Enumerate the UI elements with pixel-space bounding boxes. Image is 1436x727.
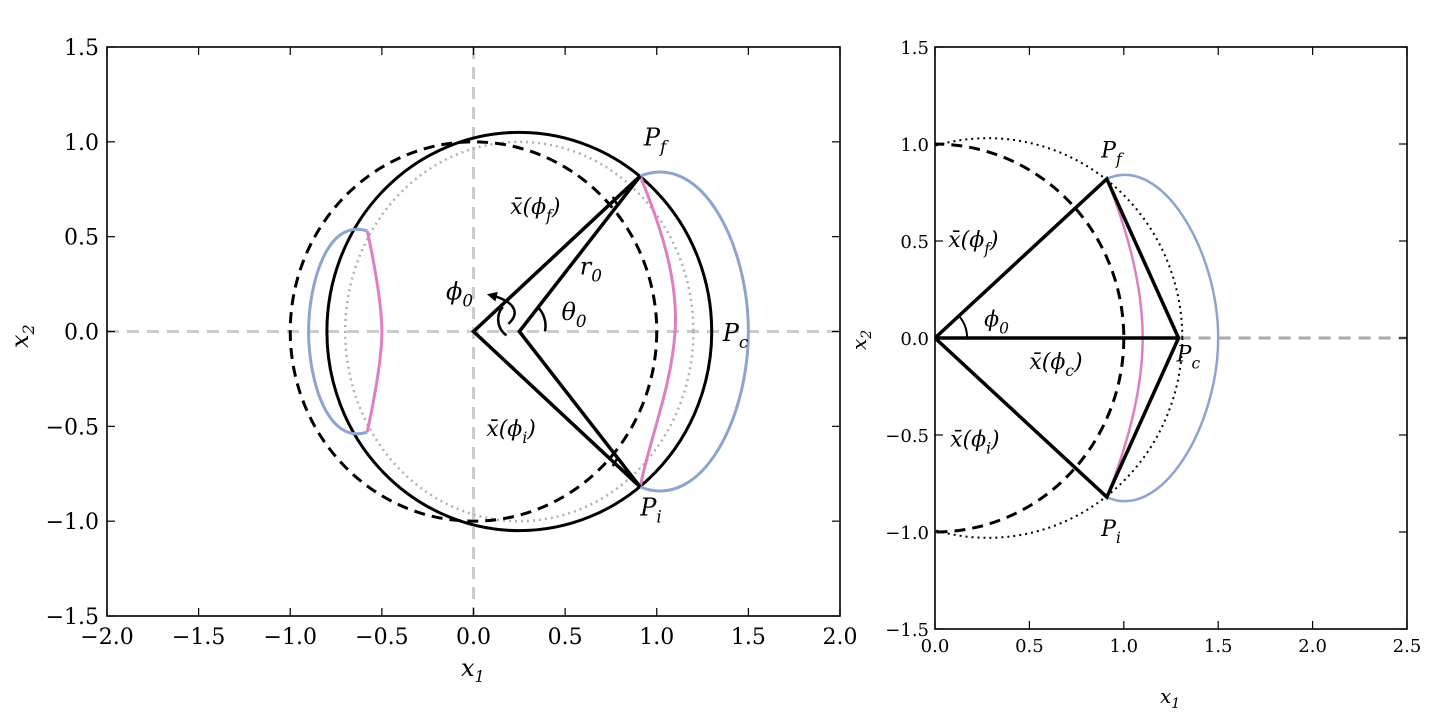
left-origin-chords xyxy=(470,174,642,489)
left-chord-mark-bottom xyxy=(611,456,620,467)
right-y-tick-label: −1.0 xyxy=(885,523,929,544)
right-y-axis-label: x2 xyxy=(847,330,875,350)
left-phi0-inner-arc xyxy=(496,306,508,337)
left-shifted-circle xyxy=(325,130,714,533)
right-y-tick-label: −1.5 xyxy=(885,620,929,641)
left-panel: −2.0 −1.5 −1.0 −0.5 0.0 0.5 1.0 1.5 2.0−1.5−1.0−… xyxy=(6,36,858,686)
left-label-pi: Pi xyxy=(639,493,662,526)
right-x-tick-label: 2.5 xyxy=(1393,636,1422,657)
left-label-theta0: θ0 xyxy=(561,298,586,331)
left-label-pf: Pf xyxy=(643,124,669,157)
left-unit-circle xyxy=(288,140,659,523)
right-label-xbar-phi-c: x̄(ϕc) xyxy=(1029,350,1082,380)
right-x-tick-label: 2.0 xyxy=(1298,636,1327,657)
left-x-tick-label: −1.5 xyxy=(172,625,225,650)
right-y-tick-label: 1.0 xyxy=(900,135,929,156)
left-annotations: Pf Pi Pc r0 θ0 ϕ0 x̄(ϕf) x̄(ϕi) xyxy=(446,124,749,527)
right-x-tick-label: 0.5 xyxy=(1015,636,1044,657)
right-plot-area xyxy=(935,137,1407,539)
left-plot-area xyxy=(107,47,840,616)
left-x-tick-label: −0.5 xyxy=(355,625,408,650)
left-dotted-circle xyxy=(343,140,695,523)
left-chord-mark-top xyxy=(611,196,620,207)
left-blue-curve-right xyxy=(639,170,750,493)
right-x-tick-label: 0.0 xyxy=(921,636,950,657)
left-label-r0: r0 xyxy=(580,253,602,286)
right-y-tick-label: 0.0 xyxy=(900,329,929,350)
left-x-tick-label: 1.5 xyxy=(731,625,766,650)
left-label-xbar-phi-i: x̄(ϕi) xyxy=(486,417,536,447)
left-y-tick-label: 1.5 xyxy=(64,36,99,61)
left-x-tick-label: 0.0 xyxy=(456,625,491,650)
right-annotations: Pf Pi Pc ϕ0 x̄(ϕf) x̄(ϕi) x̄(ϕc) xyxy=(948,139,1200,547)
left-x-tick-label: 2.0 xyxy=(823,625,858,650)
left-y-tick-label: 1.0 xyxy=(64,131,99,156)
right-x-tick-label: 1.5 xyxy=(1204,636,1233,657)
left-x-tick-label: −1.0 xyxy=(264,625,317,650)
left-label-xbar-phi-f: x̄(ϕf) xyxy=(510,195,560,225)
left-ticks: −2.0 −1.5 −1.0 −0.5 0.0 0.5 1.0 1.5 2.0−1.5−1.0−… xyxy=(46,36,858,650)
right-x-tick-label: 1.0 xyxy=(1109,636,1138,657)
left-x-axis-label: x1 xyxy=(461,654,485,686)
left-pink-curve-left xyxy=(365,230,384,433)
left-y-tick-label: −1.5 xyxy=(46,605,99,630)
right-panel: 0.0 0.5 1.0 1.5 2.0 2.5 −1.5 −1.0 −0.5 0.0 0.5 1.0 1… xyxy=(847,38,1421,712)
left-x-tick-label: 1.0 xyxy=(639,625,674,650)
left-label-phi0: ϕ0 xyxy=(446,277,473,310)
left-x-tick-label: −2.0 xyxy=(80,625,133,650)
left-y-axis-label: x2 xyxy=(6,324,38,348)
right-dotted-circle xyxy=(935,137,1184,539)
left-pivot-chords xyxy=(517,174,642,489)
left-y-tick-label: 0.5 xyxy=(64,226,99,251)
right-label-phi0: ϕ0 xyxy=(984,307,1009,337)
left-pink-curve-right xyxy=(638,175,677,488)
left-theta0-arc xyxy=(536,305,547,332)
right-y-tick-label: 0.5 xyxy=(900,232,929,253)
left-phi0-arc xyxy=(486,291,516,325)
left-y-tick-label: −0.5 xyxy=(46,415,99,440)
left-label-pc: Pc xyxy=(722,319,749,352)
right-y-tick-label: 1.5 xyxy=(900,38,929,59)
right-label-xbar-phi-i: x̄(ϕi) xyxy=(950,428,1000,458)
left-y-tick-label: −1.0 xyxy=(46,510,99,535)
right-label-pc: Pc xyxy=(1176,342,1201,372)
left-blue-curve-left xyxy=(307,227,368,436)
right-label-pi: Pi xyxy=(1100,517,1121,547)
right-x-axis-label: x1 xyxy=(1160,684,1180,712)
right-ticks: 0.0 0.5 1.0 1.5 2.0 2.5 −1.5 −1.0 −0.5 0.0 0.5 1.0 1… xyxy=(885,38,1421,657)
right-phi0-arc xyxy=(958,316,969,339)
right-y-tick-label: −0.5 xyxy=(885,426,929,447)
right-blue-curve xyxy=(1106,173,1220,503)
right-label-xbar-phi-f: x̄(ϕf) xyxy=(948,228,998,258)
left-x-tick-label: 0.5 xyxy=(548,625,583,650)
left-y-tick-label: 0.0 xyxy=(64,321,99,346)
right-label-pf: Pf xyxy=(1100,139,1124,169)
